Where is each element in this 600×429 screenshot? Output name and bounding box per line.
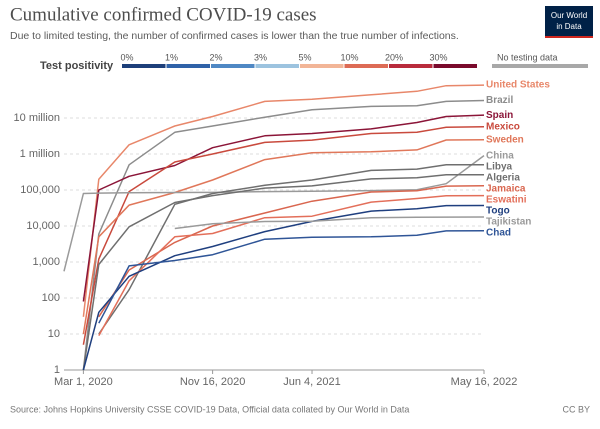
series-line [82, 84, 485, 317]
series-label: United States [486, 80, 550, 91]
license: CC BY [562, 404, 590, 414]
legend-label: 2% [209, 52, 222, 62]
y-tick-label: 10,000 [26, 220, 60, 232]
series-label: Sweden [486, 134, 524, 145]
legend-swatch [344, 64, 388, 68]
legend-label: 1% [165, 52, 178, 62]
series-label: Mexico [486, 121, 520, 132]
legend-label: No testing data [497, 52, 558, 62]
legend-swatch [211, 64, 255, 68]
series-line [98, 164, 484, 335]
x-tick-label: May 16, 2022 [451, 376, 518, 388]
series-label: Togo [486, 205, 510, 216]
y-tick-label: 100,000 [20, 184, 60, 196]
logo-bar [545, 36, 593, 38]
legend-title: Test positivity [40, 60, 114, 72]
logo[interactable] [545, 6, 593, 38]
legend-swatch [300, 64, 344, 68]
y-tick-label: 1 [54, 364, 60, 376]
series-label: Libya [486, 161, 513, 172]
y-tick-label: 100 [42, 292, 60, 304]
series-line [82, 204, 485, 371]
series-line [98, 229, 485, 324]
x-tick-label: Jun 4, 2021 [283, 376, 341, 388]
series-label: China [486, 150, 514, 161]
series-line [174, 216, 485, 230]
chart-title: Cumulative confirmed COVID-19 cases [10, 4, 317, 25]
chart-subtitle: Due to limited testing, the number of co… [10, 30, 459, 42]
series-label: Tajikistan [486, 216, 531, 227]
y-tick-label: 10 million [14, 112, 60, 124]
legend-swatch [433, 64, 477, 68]
series-line [98, 184, 485, 318]
legend-swatch [389, 64, 433, 68]
legend-label: 10% [340, 52, 358, 62]
x-tick-label: Mar 1, 2020 [54, 376, 113, 388]
series-label: Jamaica [486, 183, 526, 194]
legend-swatch [122, 64, 166, 68]
series-line [82, 99, 485, 371]
legend-label: 20% [385, 52, 403, 62]
source: Source: Johns Hopkins University CSSE CO… [10, 404, 409, 414]
series-label: Chad [486, 227, 511, 238]
series-line [98, 194, 485, 336]
legend-label: 0% [120, 52, 133, 62]
legend-label: 3% [254, 52, 267, 62]
x-tick-label: Nov 16, 2020 [180, 376, 245, 388]
series-line [82, 125, 485, 345]
legend-label: 5% [298, 52, 311, 62]
legend-swatch [166, 64, 210, 68]
series-label: Brazil [486, 95, 513, 106]
y-tick-label: 1,000 [32, 256, 60, 268]
legend-swatch [255, 64, 299, 68]
series-line [82, 138, 485, 335]
y-tick-label: 1 million [20, 148, 60, 160]
series-line [82, 173, 485, 371]
series-label: Spain [486, 110, 513, 121]
series-line [82, 114, 485, 302]
legend-swatch [492, 64, 588, 68]
series-line [63, 154, 485, 272]
y-tick-label: 10 [48, 328, 60, 340]
logo-text: Our World [551, 11, 587, 20]
legend-label: 30% [429, 52, 447, 62]
series-label: Eswatini [486, 194, 527, 205]
series-label: Algeria [486, 172, 520, 183]
logo-text: in Data [556, 22, 582, 31]
